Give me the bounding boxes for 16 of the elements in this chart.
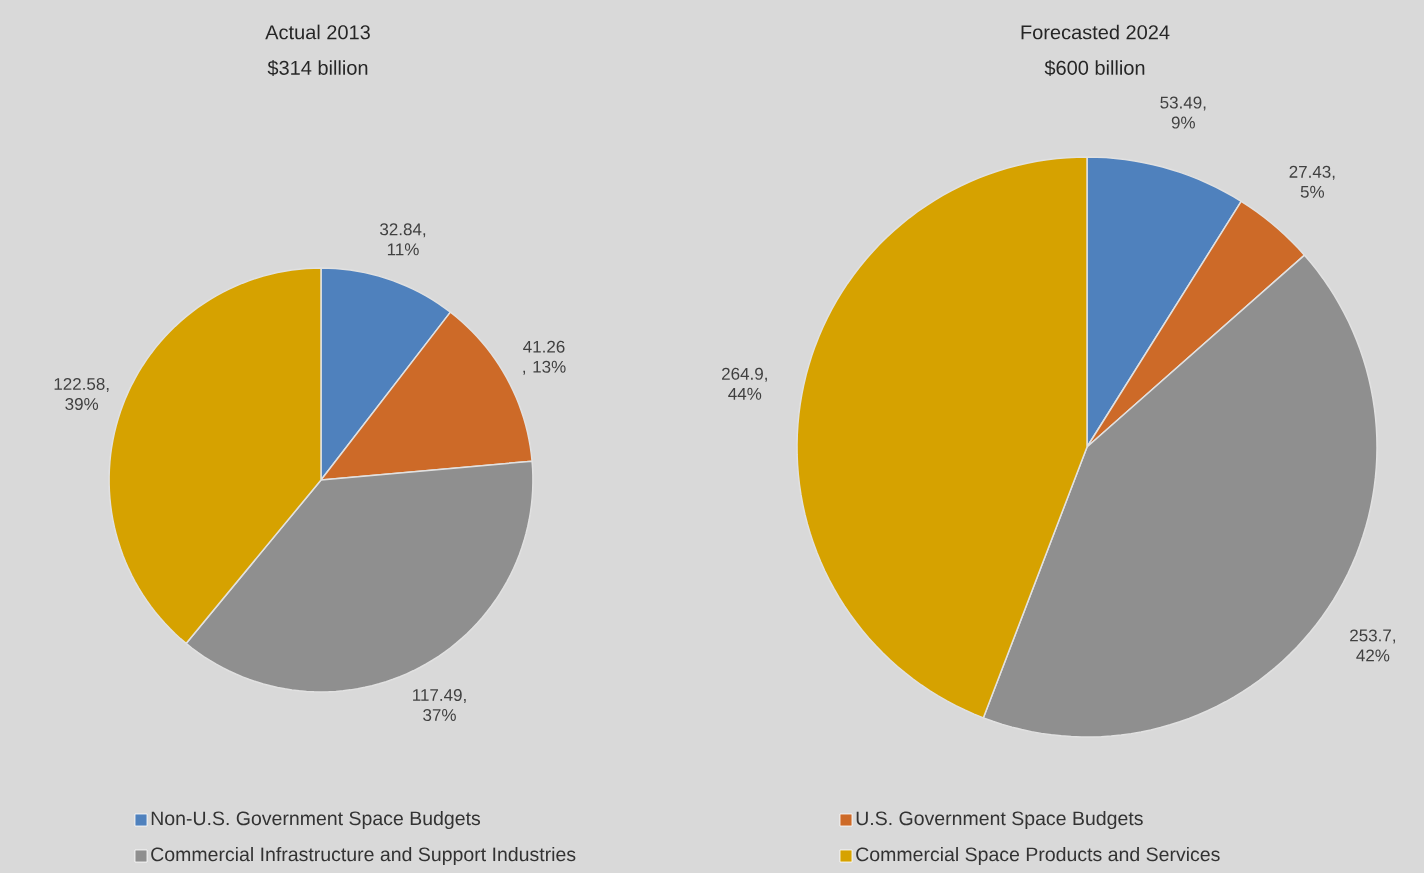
data-label: 264.9, 44% [722, 367, 767, 400]
data-label: 53.49, 9% [1160, 96, 1206, 129]
data-label: 32.84, 11% [380, 223, 426, 256]
legend-label: Commercial Space Products and Services [856, 846, 1220, 866]
chart-title: Actual 2013 [265, 24, 370, 40]
data-label: 253.7, 42% [1350, 629, 1395, 662]
legend-label: Non-U.S. Government Space Budgets [151, 810, 481, 830]
chart-subtitle: $600 billion [1044, 59, 1145, 77]
legend-label: Commercial Infrastructure and Support Industries [151, 846, 576, 866]
legend-label: U.S. Government Space Budgets [856, 810, 1143, 830]
data-label: 27.43, 5% [1289, 165, 1335, 198]
data-label: 41.26 , 13% [523, 340, 566, 375]
chart-subtitle: $314 billion [267, 59, 368, 77]
data-label: 122.58, 39% [54, 377, 109, 410]
chart-title: Forecasted 2024 [1021, 24, 1170, 40]
data-label: 117.49, 37% [413, 688, 466, 722]
